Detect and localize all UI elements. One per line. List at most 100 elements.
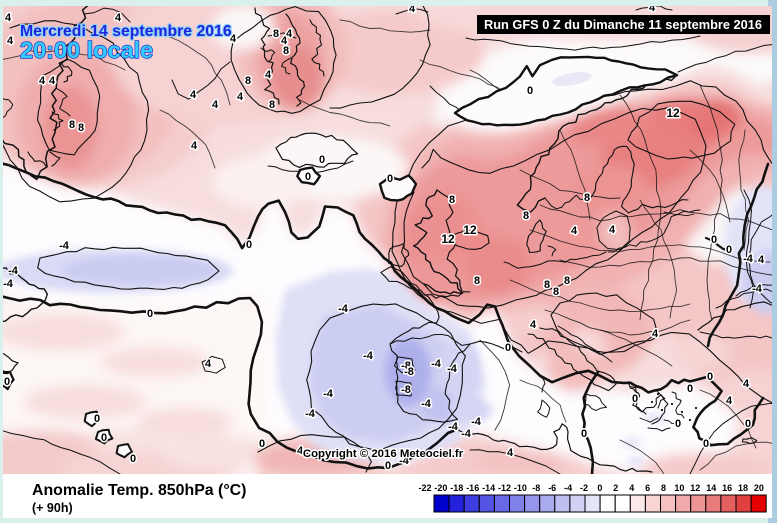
svg-text:-8: -8 [532, 483, 540, 493]
svg-text:-4: -4 [363, 350, 374, 362]
svg-text:0: 0 [94, 413, 100, 425]
svg-text:12: 12 [666, 106, 680, 120]
svg-text:-4: -4 [743, 253, 754, 265]
svg-text:2: 2 [613, 483, 618, 493]
svg-text:4: 4 [571, 225, 578, 237]
svg-text:12: 12 [441, 232, 455, 246]
svg-text:0: 0 [745, 418, 751, 430]
svg-text:0: 0 [4, 376, 10, 388]
svg-text:0: 0 [675, 418, 681, 430]
svg-text:4: 4 [191, 140, 198, 152]
svg-text:14: 14 [706, 483, 716, 493]
svg-text:8: 8 [245, 75, 251, 87]
svg-text:4: 4 [265, 69, 272, 81]
svg-text:-22: -22 [418, 483, 431, 493]
svg-text:-4: -4 [59, 240, 70, 252]
svg-text:-4: -4 [323, 388, 334, 400]
svg-text:Run GFS 0 Z du Dimanche 11 sep: Run GFS 0 Z du Dimanche 11 septembre 201… [484, 17, 762, 32]
svg-text:0: 0 [726, 244, 732, 256]
svg-text:0: 0 [527, 85, 533, 97]
svg-text:-4: -4 [431, 358, 442, 370]
svg-text:4: 4 [190, 89, 197, 101]
svg-text:0: 0 [703, 438, 709, 450]
svg-text:-8: -8 [404, 366, 414, 378]
svg-text:0: 0 [101, 432, 107, 444]
svg-text:8: 8 [269, 99, 275, 111]
svg-text:8: 8 [661, 483, 666, 493]
svg-text:16: 16 [722, 483, 732, 493]
svg-text:4: 4 [39, 75, 46, 87]
svg-text:4: 4 [230, 33, 237, 45]
svg-text:8: 8 [584, 192, 590, 204]
svg-text:0: 0 [130, 453, 136, 465]
svg-text:-14: -14 [482, 483, 495, 493]
svg-text:-4: -4 [305, 408, 316, 420]
svg-text:-4: -4 [471, 416, 482, 428]
svg-text:4: 4 [649, 2, 656, 14]
svg-text:-12: -12 [498, 483, 511, 493]
svg-text:-4: -4 [461, 428, 472, 440]
svg-text:4: 4 [297, 445, 304, 457]
svg-text:8: 8 [283, 45, 289, 57]
svg-text:-4: -4 [421, 398, 432, 410]
svg-text:4: 4 [629, 483, 634, 493]
svg-text:8: 8 [449, 194, 455, 206]
svg-text:Mercredi 14 septembre 2016: Mercredi 14 septembre 2016 [20, 23, 232, 40]
svg-text:-4: -4 [564, 483, 572, 493]
svg-text:0: 0 [259, 438, 265, 450]
svg-text:0: 0 [687, 383, 693, 395]
svg-text:-4: -4 [447, 363, 458, 375]
svg-text:10: 10 [674, 483, 684, 493]
svg-text:-4: -4 [752, 283, 763, 295]
svg-text:12: 12 [463, 223, 477, 237]
svg-text:0: 0 [147, 308, 153, 320]
svg-text:8: 8 [273, 28, 279, 40]
svg-text:Anomalie Temp. 850hPa (°C): Anomalie Temp. 850hPa (°C) [32, 482, 246, 499]
svg-text:20:00 locale: 20:00 locale [20, 37, 153, 63]
svg-text:4: 4 [409, 3, 416, 15]
svg-text:8: 8 [69, 119, 75, 131]
svg-text:-4: -4 [338, 303, 349, 315]
svg-text:18: 18 [738, 483, 748, 493]
svg-text:4: 4 [530, 319, 537, 331]
svg-text:0: 0 [632, 393, 638, 405]
svg-text:0: 0 [319, 154, 325, 166]
svg-text:4: 4 [49, 75, 56, 87]
svg-text:4: 4 [507, 447, 514, 459]
svg-text:0: 0 [305, 171, 311, 183]
svg-text:0: 0 [711, 234, 717, 246]
svg-text:4: 4 [205, 358, 212, 370]
svg-text:Copyright © 2016 Meteociel.fr: Copyright © 2016 Meteociel.fr [303, 448, 464, 460]
svg-text:4: 4 [5, 12, 12, 24]
svg-text:-4: -4 [399, 455, 410, 467]
svg-text:8: 8 [474, 275, 480, 287]
svg-text:-18: -18 [450, 483, 463, 493]
svg-text:6: 6 [645, 483, 650, 493]
svg-text:4: 4 [286, 28, 293, 40]
svg-text:-2: -2 [580, 483, 588, 493]
svg-text:4: 4 [758, 254, 765, 266]
svg-text:4: 4 [212, 99, 219, 111]
svg-text:0: 0 [707, 371, 713, 383]
svg-text:-6: -6 [548, 483, 556, 493]
svg-text:8: 8 [564, 275, 570, 287]
svg-text:-4: -4 [448, 421, 459, 433]
svg-text:0: 0 [597, 483, 602, 493]
svg-text:-16: -16 [466, 483, 479, 493]
svg-text:12: 12 [690, 483, 700, 493]
svg-text:4: 4 [743, 378, 750, 390]
svg-text:8: 8 [78, 122, 84, 134]
svg-text:0: 0 [387, 173, 393, 185]
svg-text:-8: -8 [401, 384, 411, 396]
svg-text:4: 4 [726, 395, 733, 407]
svg-text:4: 4 [652, 328, 659, 340]
svg-text:0: 0 [246, 239, 252, 251]
svg-text:4: 4 [609, 224, 616, 236]
svg-text:-4: -4 [8, 265, 19, 277]
svg-text:8: 8 [523, 210, 529, 222]
svg-text:20: 20 [754, 483, 764, 493]
svg-text:8: 8 [553, 286, 559, 298]
svg-text:8: 8 [544, 279, 550, 291]
svg-text:4: 4 [237, 91, 244, 103]
svg-text:4: 4 [7, 35, 14, 47]
